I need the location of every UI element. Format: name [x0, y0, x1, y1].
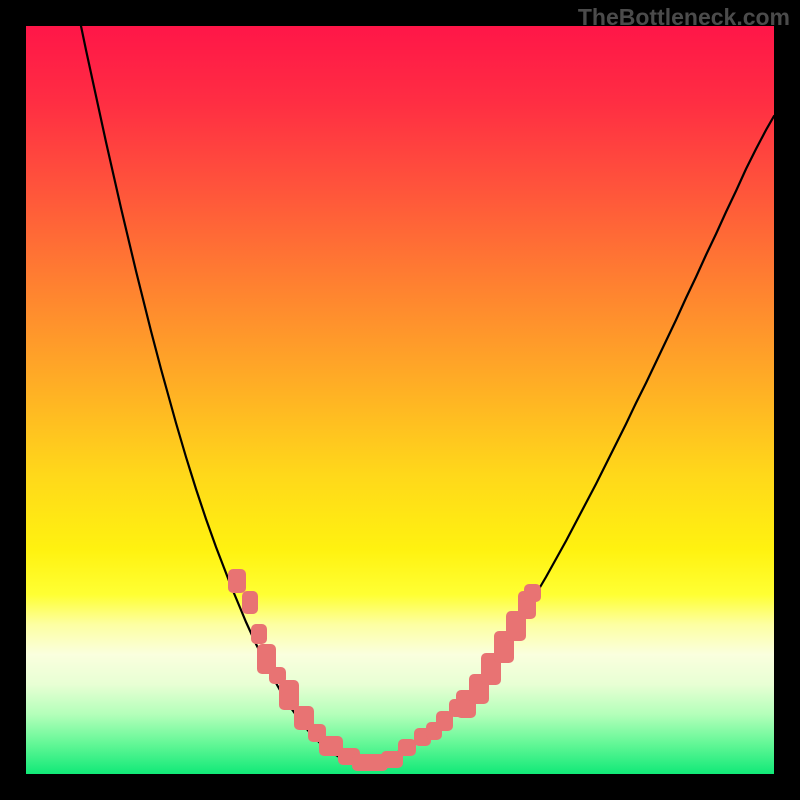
marker-dot — [279, 680, 299, 710]
curve-left-branch — [81, 26, 356, 763]
marker-dot — [251, 624, 267, 644]
curve-right-branch — [356, 116, 774, 763]
marker-dot — [242, 591, 258, 614]
marker-dot — [398, 739, 416, 756]
chart-overlay — [26, 26, 774, 774]
marker-dot — [524, 584, 541, 602]
watermark-text: TheBottleneck.com — [578, 4, 790, 31]
curve-markers — [228, 569, 541, 771]
marker-dot — [228, 569, 246, 593]
